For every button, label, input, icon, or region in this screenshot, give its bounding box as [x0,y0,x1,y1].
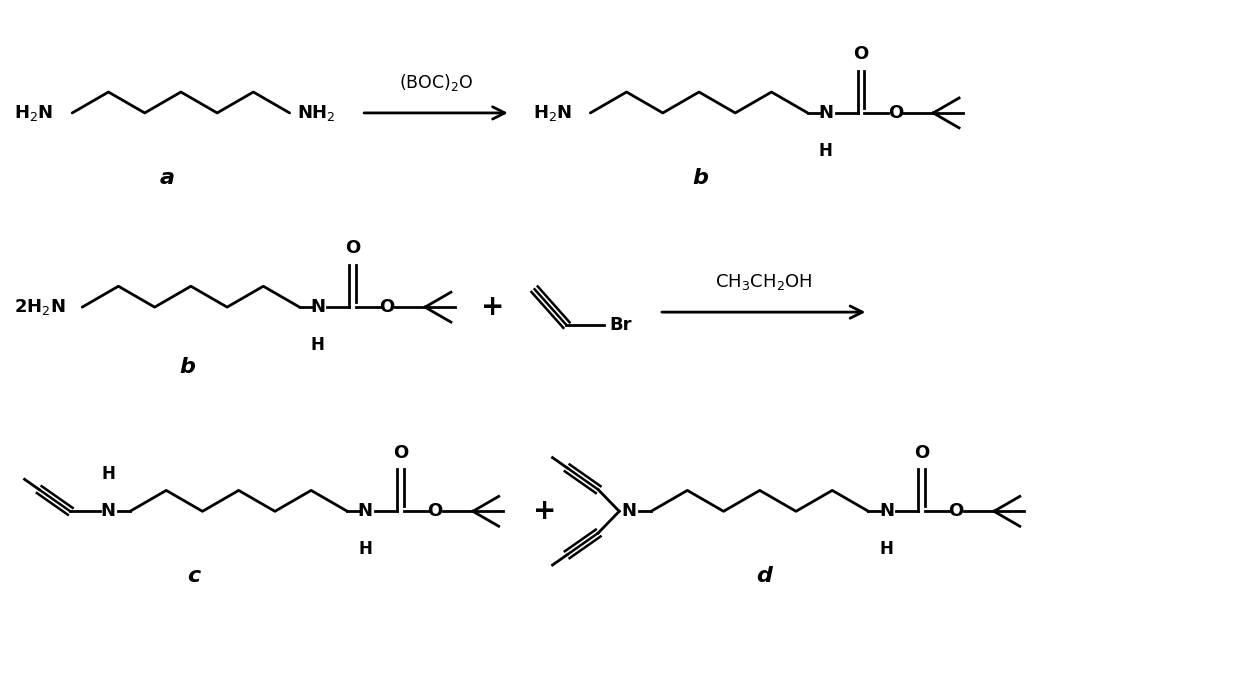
Text: H: H [879,540,893,558]
Text: c: c [187,566,200,586]
Text: +: + [533,497,557,525]
Text: O: O [949,503,963,520]
Text: O: O [393,443,408,462]
Text: N: N [879,503,894,520]
Text: O: O [914,443,929,462]
Text: H: H [310,336,325,354]
Text: O: O [379,298,394,316]
Text: d: d [756,566,771,586]
Text: 2H$_2$N: 2H$_2$N [15,297,66,317]
Text: H: H [102,465,115,484]
Text: Br: Br [609,316,632,334]
Text: O: O [345,239,360,257]
Text: b: b [179,357,195,377]
Text: (BOC)$_2$O: (BOC)$_2$O [399,72,474,93]
Text: NH$_2$: NH$_2$ [296,103,335,123]
Text: N: N [100,503,115,520]
Text: N: N [818,104,833,122]
Text: CH$_3$CH$_2$OH: CH$_3$CH$_2$OH [715,272,812,292]
Text: b: b [692,168,708,188]
Text: O: O [428,503,443,520]
Text: N: N [621,503,636,520]
Text: +: + [481,293,505,321]
Text: H$_2$N: H$_2$N [533,103,572,123]
Text: H$_2$N: H$_2$N [15,103,53,123]
Text: N: N [310,298,325,316]
Text: a: a [160,168,175,188]
Text: O: O [888,104,903,122]
Text: O: O [853,45,868,63]
Text: H: H [818,142,832,160]
Text: N: N [358,503,373,520]
Text: H: H [358,540,372,558]
